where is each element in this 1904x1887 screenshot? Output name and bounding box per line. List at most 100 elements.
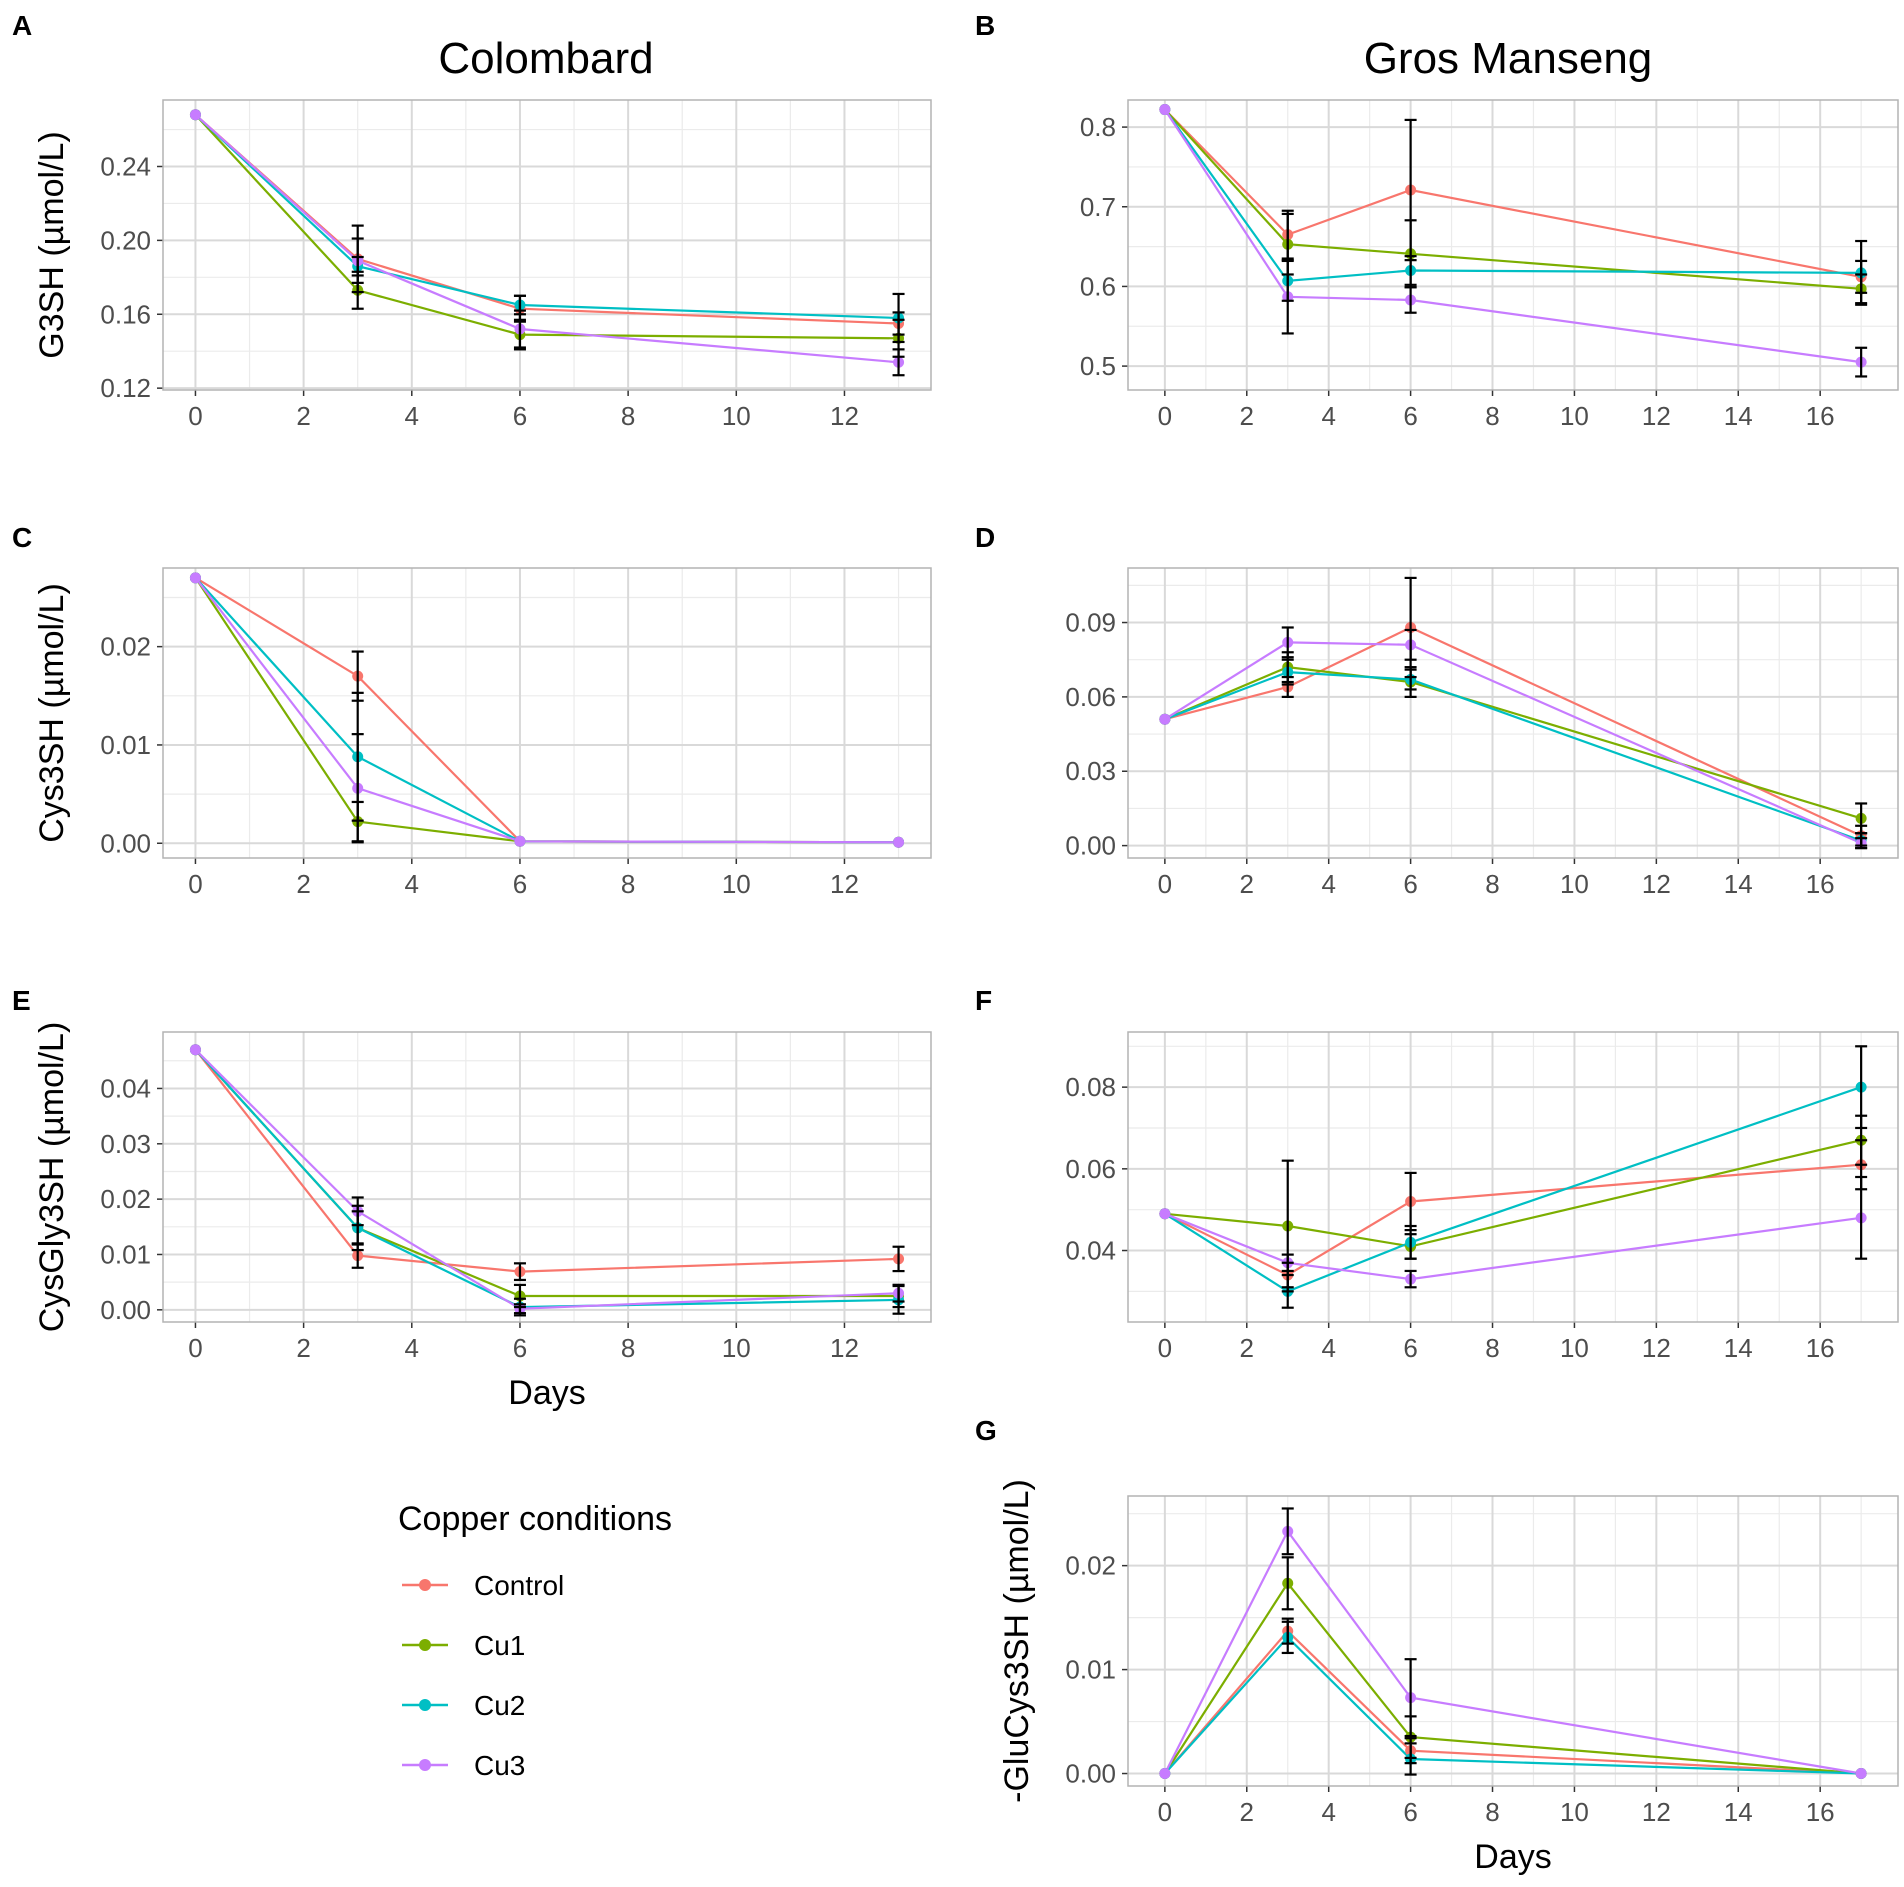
y-tick-label: 0.16 [100, 299, 151, 329]
x-tick-label: 2 [1240, 1333, 1254, 1363]
panel-g: G 0 2 4 6 8 10 12 14 16 0.00 0.01 0.02 -GluCys3SH (µm… [975, 1415, 1899, 1876]
y-tick-label: 0.00 [1065, 831, 1116, 861]
x-tick-label: 8 [1485, 869, 1499, 899]
series-line-cu3 [1163, 108, 1862, 364]
series-line-control [1164, 626, 1862, 837]
x-tick-label: 8 [621, 401, 635, 431]
y-axis-title: G3SH (µmol/L) [33, 131, 71, 358]
series-line-cu2 [1164, 1635, 1862, 1775]
series-line-cu1 [1164, 665, 1862, 820]
panel-b: B 0 2 4 6 8 10 12 14 16 0.5 0.6 0.7 0.8 [975, 10, 1899, 431]
x-tick-label: 4 [1321, 401, 1335, 431]
y-tick-label: 0.00 [100, 828, 151, 858]
y-tick-label: 0.06 [1065, 1154, 1116, 1184]
plot-background [163, 1032, 931, 1322]
y-tick-label: 0.6 [1080, 271, 1116, 301]
x-tick-label: 14 [1724, 1797, 1753, 1827]
y-tick-label: 0.7 [1080, 192, 1116, 222]
plot-border [162, 1031, 932, 1323]
legend-title: Copper conditions [398, 1500, 672, 1538]
series-line-control [1164, 1629, 1862, 1775]
panel-letter-g: G [975, 1415, 997, 1446]
x-tick-label: 6 [1403, 869, 1417, 899]
y-tick-label: 0.01 [100, 730, 151, 760]
y-tick-label: 0.03 [100, 1129, 151, 1159]
x-tick-label: 6 [513, 869, 527, 899]
x-tick-label: 2 [296, 1333, 310, 1363]
series-line-cu2 [194, 113, 899, 320]
x-tick-label: 14 [1724, 1333, 1753, 1363]
x-tick-label: 16 [1806, 401, 1835, 431]
x-tick-label: 2 [1240, 1797, 1254, 1827]
legend-key-point-cu3 [419, 1759, 431, 1771]
x-tick-label: 4 [405, 1333, 419, 1363]
series-line-cu2 [1164, 1086, 1862, 1293]
series-line-cu1 [1164, 1139, 1862, 1248]
panel-letter-d: D [975, 522, 995, 553]
series-line-cu2 [1164, 670, 1862, 842]
x-tick-label: 8 [1485, 1797, 1499, 1827]
x-tick-label: 12 [1642, 1333, 1671, 1363]
plot-border [1127, 99, 1899, 391]
series-line-cu1 [1163, 1581, 1862, 1775]
data-point-cu3 [1159, 1208, 1171, 1220]
y-tick-label: 0.00 [100, 1295, 151, 1325]
data-point-cu3 [893, 836, 905, 848]
x-tick-label: 0 [188, 1333, 202, 1363]
x-tick-label: 12 [1642, 401, 1671, 431]
panel-letter-c: C [12, 522, 32, 553]
y-tick-label: 0.09 [1065, 608, 1116, 638]
plot-border [1127, 1495, 1899, 1787]
y-axis-title: -GluCys3SH (µmol/L) [998, 1479, 1036, 1803]
data-point-cu3 [189, 572, 201, 584]
y-tick-label: 0.20 [100, 225, 151, 255]
x-tick-label: 16 [1806, 1797, 1835, 1827]
y-tick-label: 0.5 [1080, 351, 1116, 381]
panel-c: C 0 2 4 6 8 10 12 0.00 0.01 0.02 Cys3SH (µmol/L) [12, 522, 932, 899]
panel-letter-a: A [12, 10, 32, 41]
series-line-cu3 [194, 113, 899, 364]
y-axis-title: Cys3SH (µmol/L) [33, 583, 71, 843]
x-tick-label: 6 [1403, 401, 1417, 431]
y-tick-label: 0.04 [100, 1073, 151, 1103]
x-tick-label: 10 [1560, 1797, 1589, 1827]
panel-letter-e: E [12, 985, 31, 1016]
legend-label-cu1: Cu1 [474, 1630, 525, 1661]
series-line-cu3 [1164, 1212, 1862, 1281]
x-tick-label: 4 [405, 401, 419, 431]
x-tick-label: 10 [1560, 401, 1589, 431]
x-tick-label: 8 [1485, 401, 1499, 431]
x-tick-label: 12 [830, 401, 859, 431]
x-tick-label: 10 [722, 869, 751, 899]
x-tick-label: 10 [722, 401, 751, 431]
y-tick-label: 0.02 [1065, 1551, 1116, 1581]
x-tick-label: 0 [188, 869, 202, 899]
plot-background [1128, 1032, 1898, 1322]
plot-background [163, 100, 931, 390]
x-tick-label: 6 [1403, 1333, 1417, 1363]
y-tick-label: 0.02 [100, 632, 151, 662]
x-tick-label: 12 [830, 869, 859, 899]
series-line-cu3 [1163, 1529, 1862, 1775]
y-axis-title: CysGly3SH (µmol/L) [33, 1022, 71, 1333]
panel-f: F 0 2 4 6 8 10 12 14 16 0.04 0.06 0.08 [975, 985, 1899, 1363]
legend-label-control: Control [474, 1570, 564, 1601]
x-tick-label: 6 [513, 401, 527, 431]
legend-key-point-control [419, 1579, 431, 1591]
plot-border [162, 99, 932, 391]
x-tick-label: 8 [621, 1333, 635, 1363]
x-tick-label: 0 [1158, 869, 1172, 899]
y-tick-label: 0.01 [1065, 1655, 1116, 1685]
x-tick-label: 4 [1321, 1333, 1335, 1363]
legend-label-cu2: Cu2 [474, 1690, 525, 1721]
x-tick-label: 6 [513, 1333, 527, 1363]
x-tick-label: 14 [1724, 401, 1753, 431]
x-tick-label: 8 [1485, 1333, 1499, 1363]
data-point-cu3 [1159, 104, 1171, 116]
plot-background [1128, 100, 1898, 390]
series-line-cu3 [194, 1048, 899, 1310]
data-point-cu3 [1159, 713, 1171, 725]
x-axis-title: Days [1474, 1838, 1551, 1876]
legend: Copper conditions Control Cu1 Cu2 Cu3 [398, 1500, 672, 1781]
